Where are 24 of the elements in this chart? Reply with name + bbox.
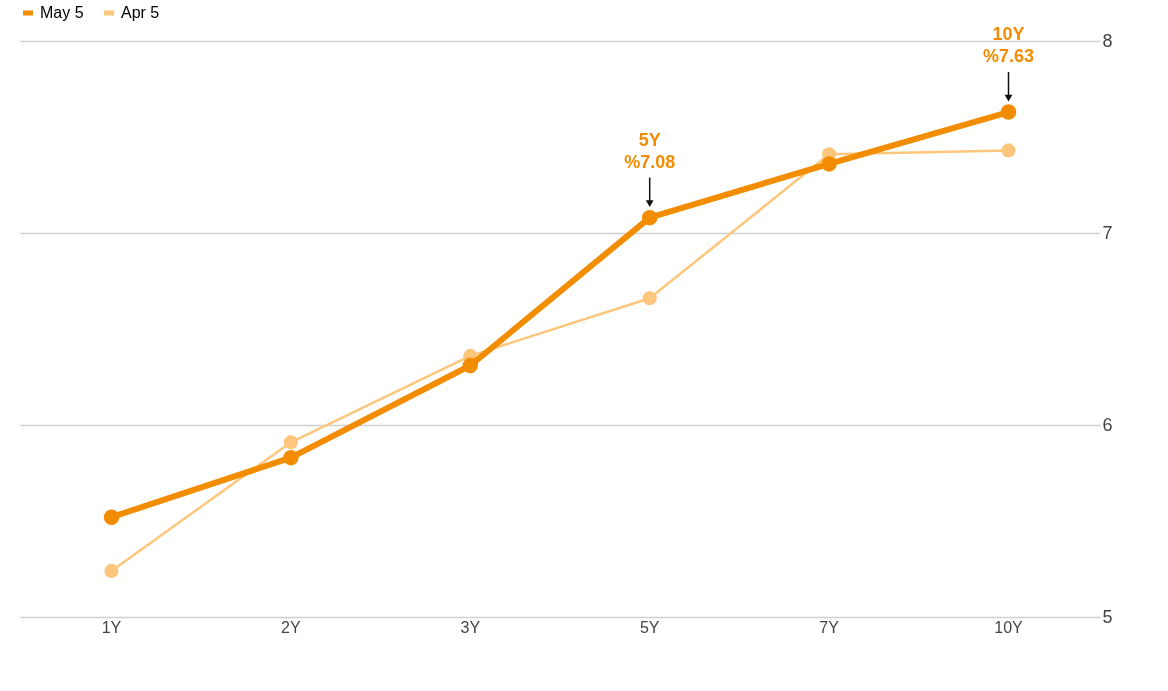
- x-tick-label: 3Y: [460, 618, 481, 636]
- annotation: 5Y %7.08: [624, 129, 676, 172]
- y-tick-label: 7: [1102, 222, 1113, 243]
- point: [641, 209, 658, 226]
- annotation: 10Y %7.63: [982, 24, 1035, 67]
- x-tick-label: 7Y: [819, 618, 840, 636]
- x-tick-label: 10Y: [994, 618, 1024, 636]
- x-tick-label: 5Y: [639, 618, 660, 636]
- point: [104, 563, 119, 578]
- y-tick-label: 5: [1102, 606, 1113, 627]
- point: [821, 156, 837, 172]
- point: [103, 509, 120, 525]
- legend-label: May 5: [40, 4, 84, 21]
- point: [283, 449, 299, 466]
- y-tick-label: 6: [1102, 414, 1113, 435]
- point: [642, 291, 657, 306]
- point: [1001, 143, 1016, 158]
- point: [283, 435, 298, 450]
- point: [462, 357, 479, 374]
- y-tick-label: 8: [1102, 30, 1113, 51]
- x-tick-label: 1Y: [101, 618, 122, 636]
- legend-label: Apr 5: [121, 4, 160, 21]
- point: [1000, 104, 1017, 120]
- x-tick-label: 2Y: [281, 618, 302, 636]
